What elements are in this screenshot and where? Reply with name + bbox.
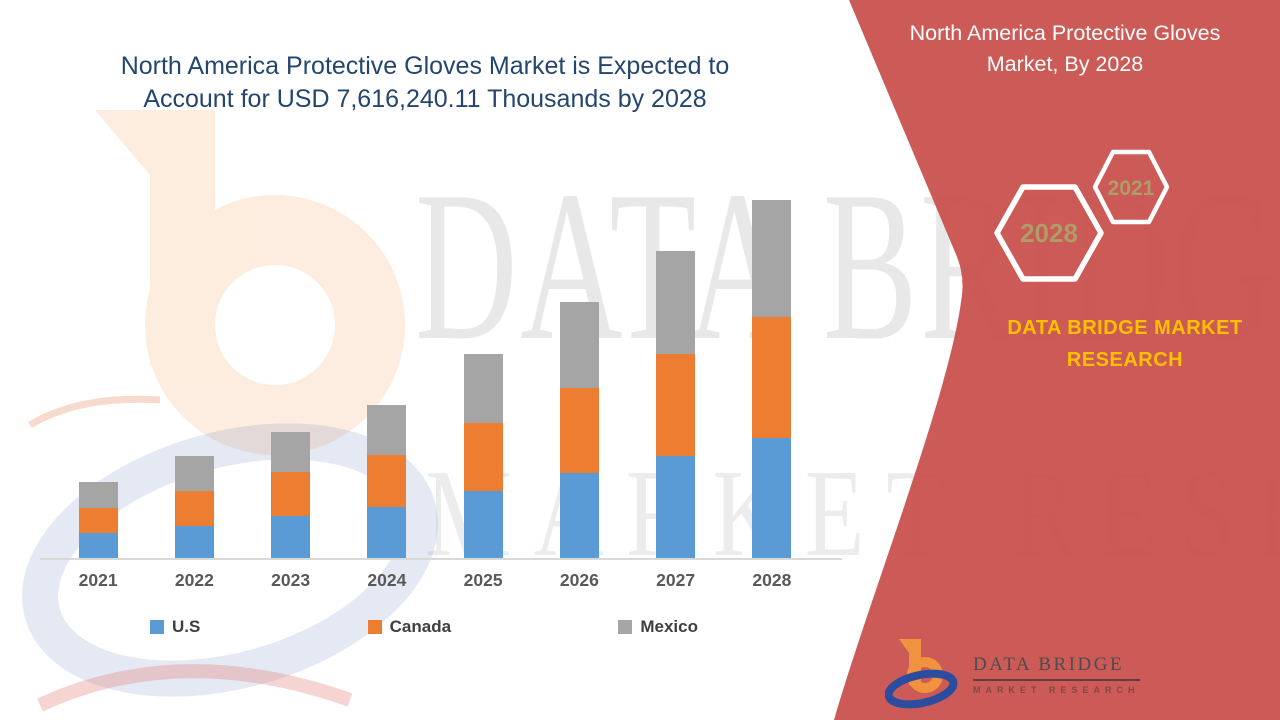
- x-axis-label: 2023: [271, 570, 311, 590]
- hexagon-2028-badge: 2028: [994, 184, 1104, 282]
- bar-column-2025: 2025: [435, 198, 531, 591]
- bar-segment-canada: [559, 388, 599, 473]
- bar-segment-canada: [656, 354, 696, 456]
- hexagon-2021-badge: 2021: [1092, 149, 1170, 225]
- logo-name: DATA BRIDGE: [973, 654, 1140, 681]
- legend-item-canada: Canada: [367, 617, 452, 637]
- bar-column-2026: 2026: [531, 198, 627, 591]
- bar-segment-mexico: [78, 482, 118, 508]
- bar-column-2023: 2023: [243, 198, 339, 591]
- bar-segment-canada: [463, 423, 503, 491]
- legend-swatch: [618, 620, 633, 634]
- legend-swatch: [367, 620, 382, 634]
- bar-stack: [463, 198, 503, 558]
- bar-stack: [174, 198, 214, 558]
- logo-words: DATA BRIDGE MARKET RESEARCH: [973, 654, 1140, 695]
- bar-segment-us: [656, 456, 696, 558]
- bar-segment-canada: [752, 317, 792, 438]
- bar-segment-us: [78, 533, 118, 558]
- bar-segment-us: [271, 516, 311, 558]
- legend-swatch: [150, 620, 164, 634]
- bar-segment-us: [463, 491, 503, 558]
- logo-tagline: MARKET RESEARCH: [973, 684, 1140, 695]
- bar-stack: [367, 198, 407, 558]
- legend-label: Mexico: [640, 617, 698, 636]
- bar-column-2022: 2022: [146, 198, 242, 591]
- bar-stack: [752, 198, 792, 558]
- bar-stack: [559, 198, 599, 558]
- bar-segment-mexico: [463, 354, 503, 423]
- bar-segment-mexico: [367, 405, 407, 455]
- legend-label: U.S: [172, 617, 201, 636]
- x-axis-label: 2026: [559, 570, 599, 590]
- bar-segment-canada: [78, 508, 118, 533]
- bar-column-2021: 2021: [50, 198, 146, 591]
- chart-legend: U.S Canada Mexico: [150, 617, 698, 637]
- hexagon-badges: 2021 2028: [994, 149, 1170, 282]
- bar-segment-canada: [174, 491, 214, 526]
- x-axis-label: 2025: [463, 570, 503, 590]
- main-title-line1: North America Protective Gloves Market i…: [120, 52, 730, 80]
- bar-chart: 2021 2022 2023 2024 2025 2026 2027 2028: [50, 198, 820, 591]
- bar-segment-canada: [271, 472, 311, 516]
- x-axis-label: 2024: [367, 570, 407, 590]
- x-axis-label: 2027: [656, 570, 696, 590]
- bar-segment-us: [752, 438, 792, 558]
- bar-segment-mexico: [559, 302, 599, 388]
- hexagon-large-year-label: 2028: [1020, 218, 1078, 248]
- brand-text-line2: RESEARCH: [1066, 349, 1184, 371]
- brand-text: DATA BRIDGE MARKET RESEARCH: [970, 312, 1280, 376]
- bar-segment-mexico: [271, 432, 311, 472]
- legend-item-us: U.S: [150, 617, 200, 637]
- main-title-line2: Account for USD 7,616,240.11 Thousands b…: [143, 85, 707, 113]
- x-axis-label: 2028: [752, 570, 792, 590]
- side-panel-title-line2: Market, By 2028: [986, 52, 1144, 76]
- bar-segment-mexico: [752, 200, 792, 317]
- data-bridge-logo: DATA BRIDGE MARKET RESEARCH: [885, 633, 1140, 711]
- main-title: North America Protective Gloves Market i…: [40, 50, 810, 116]
- bar-segment-mexico: [174, 456, 214, 491]
- data-bridge-logo-icon: [885, 639, 958, 709]
- bar-segment-us: [367, 507, 407, 558]
- x-axis-label: 2022: [174, 570, 214, 590]
- x-axis-line: [40, 558, 842, 560]
- bar-segment-us: [174, 526, 214, 558]
- bar-column-2027: 2027: [628, 198, 724, 591]
- side-panel-title-line1: North America Protective Gloves: [909, 21, 1221, 45]
- bar-segment-mexico: [656, 251, 696, 354]
- bar-stack: [656, 198, 696, 558]
- chart-columns: 2021 2022 2023 2024 2025 2026 2027 2028: [50, 198, 820, 591]
- bar-stack: [78, 198, 118, 558]
- brand-text-line1: DATA BRIDGE MARKET: [1007, 317, 1243, 339]
- hexagon-small-year-label: 2021: [1108, 177, 1155, 200]
- bar-segment-us: [559, 473, 599, 558]
- x-axis-label: 2021: [78, 570, 118, 590]
- bar-stack: [271, 198, 311, 558]
- bar-segment-canada: [367, 455, 407, 507]
- legend-item-mexico: Mexico: [618, 617, 698, 637]
- bar-column-2024: 2024: [339, 198, 435, 591]
- bar-column-2028: 2028: [724, 198, 820, 591]
- legend-label: Canada: [389, 617, 452, 636]
- side-panel-title: North America Protective Gloves Market, …: [895, 18, 1235, 80]
